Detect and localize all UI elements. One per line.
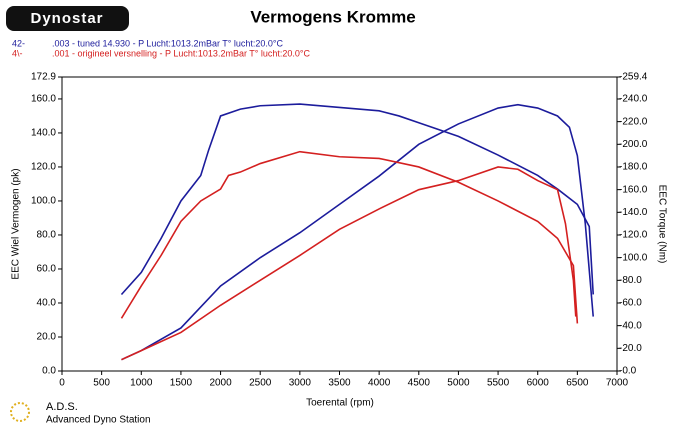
- x-axis-label: Toerental (rpm): [306, 398, 374, 409]
- y-tick-label: 120.0: [31, 162, 56, 173]
- y2-tick-label: -120.0: [619, 230, 648, 241]
- series-line: [120, 103, 595, 296]
- y-tick-label: 140.0: [31, 128, 56, 139]
- y-tick-label: 60.0: [37, 264, 57, 275]
- plot-frame: [61, 76, 618, 372]
- x-tick-label: 3500: [328, 378, 351, 389]
- x-tick-label: 500: [93, 378, 110, 389]
- footer-long: Advanced Dyno Station: [46, 415, 151, 426]
- y-tick-label: 172.9: [31, 72, 56, 83]
- series-line: [121, 166, 577, 361]
- x-tick-label: 3000: [289, 378, 312, 389]
- x-tick-label: 1000: [130, 378, 153, 389]
- x-tick-label: 5500: [487, 378, 510, 389]
- footer-short: A.D.S.: [46, 401, 78, 413]
- y-tick-label: 100.0: [31, 196, 56, 207]
- y2-tick-label: -200.0: [619, 139, 648, 150]
- y-tick-label: 20.0: [37, 332, 57, 343]
- y-tick-label: 0.0: [42, 366, 56, 377]
- x-tick-label: 4500: [408, 378, 431, 389]
- legend-id: 42-: [12, 38, 25, 48]
- y2-tick-label: -220.0: [619, 116, 648, 127]
- chart-title: Vermogens Kromme: [250, 7, 415, 26]
- y2-tick-label: -40.0: [619, 320, 642, 331]
- y-tick-label: 80.0: [37, 230, 57, 241]
- logo-box: [6, 6, 129, 31]
- x-tick-label: 7000: [606, 378, 629, 389]
- x-tick-label: 4000: [368, 378, 391, 389]
- y-tick-label: 160.0: [31, 94, 56, 105]
- legend-id: 4\-: [12, 48, 23, 58]
- y2-tick-label: -0.0: [619, 366, 637, 377]
- series-line: [120, 150, 579, 324]
- x-tick-label: 6500: [566, 378, 589, 389]
- series-line: [121, 103, 595, 361]
- y2-tick-label: -100.0: [619, 252, 648, 263]
- y2-tick-label: -259.4: [619, 72, 648, 83]
- y2-tick-label: -240.0: [619, 94, 648, 105]
- logo: Dynostar: [30, 10, 103, 27]
- x-tick-label: 2500: [249, 378, 272, 389]
- y2-tick-label: -20.0: [619, 343, 642, 354]
- y2-tick-label: -140.0: [619, 207, 648, 218]
- y2-tick-label: -160.0: [619, 184, 648, 195]
- x-tick-label: 1500: [170, 378, 193, 389]
- legend-text: .003 - tuned 14.930 - P Lucht:1013.2mBar…: [52, 38, 284, 48]
- footer-icon: [10, 402, 30, 422]
- x-tick-label: 6000: [527, 378, 550, 389]
- y2-axis-label: EEC Torque (Nm): [656, 185, 667, 264]
- legend-text: .001 - origineel versnelling - P Lucht:1…: [52, 48, 311, 58]
- y-axis-label: EEC Wiel Vermogen (pk): [11, 168, 22, 279]
- x-tick-label: 2000: [209, 378, 232, 389]
- y2-tick-label: -80.0: [619, 275, 642, 286]
- y-tick-label: 40.0: [37, 298, 57, 309]
- x-tick-label: 5000: [447, 378, 470, 389]
- y2-tick-label: -60.0: [619, 298, 642, 309]
- x-tick-label: 0: [59, 378, 65, 389]
- y2-tick-label: -180.0: [619, 162, 648, 173]
